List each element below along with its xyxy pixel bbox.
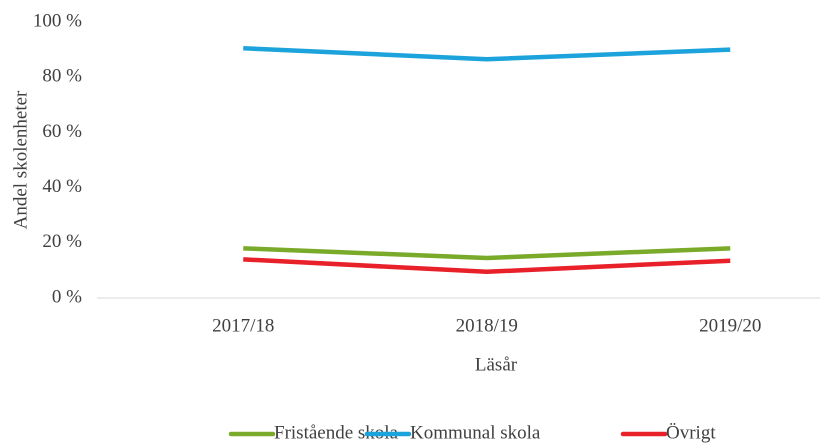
y-tick-label: 20 % [42, 231, 82, 252]
x-tick-label: 2017/18 [212, 315, 274, 336]
series-line [243, 45, 731, 62]
x-axis-label: Läsår [475, 354, 518, 375]
y-axis-label: Andel skolenheter [10, 90, 31, 229]
legend-label: Kommunal skola [410, 422, 541, 443]
y-tick-label: 60 % [42, 121, 82, 142]
legend-label: Övrigt [666, 422, 716, 443]
y-tick-label: 0 % [52, 286, 82, 307]
series-line [243, 246, 731, 261]
y-tick-label: 100 % [33, 10, 82, 31]
x-tick-label: 2019/20 [699, 315, 761, 336]
series-line [243, 257, 731, 275]
x-tick-label: 2018/19 [456, 315, 518, 336]
legend-label: Fristående skola [274, 422, 399, 443]
y-tick-label: 40 % [42, 176, 82, 197]
y-tick-label: 80 % [42, 66, 82, 87]
